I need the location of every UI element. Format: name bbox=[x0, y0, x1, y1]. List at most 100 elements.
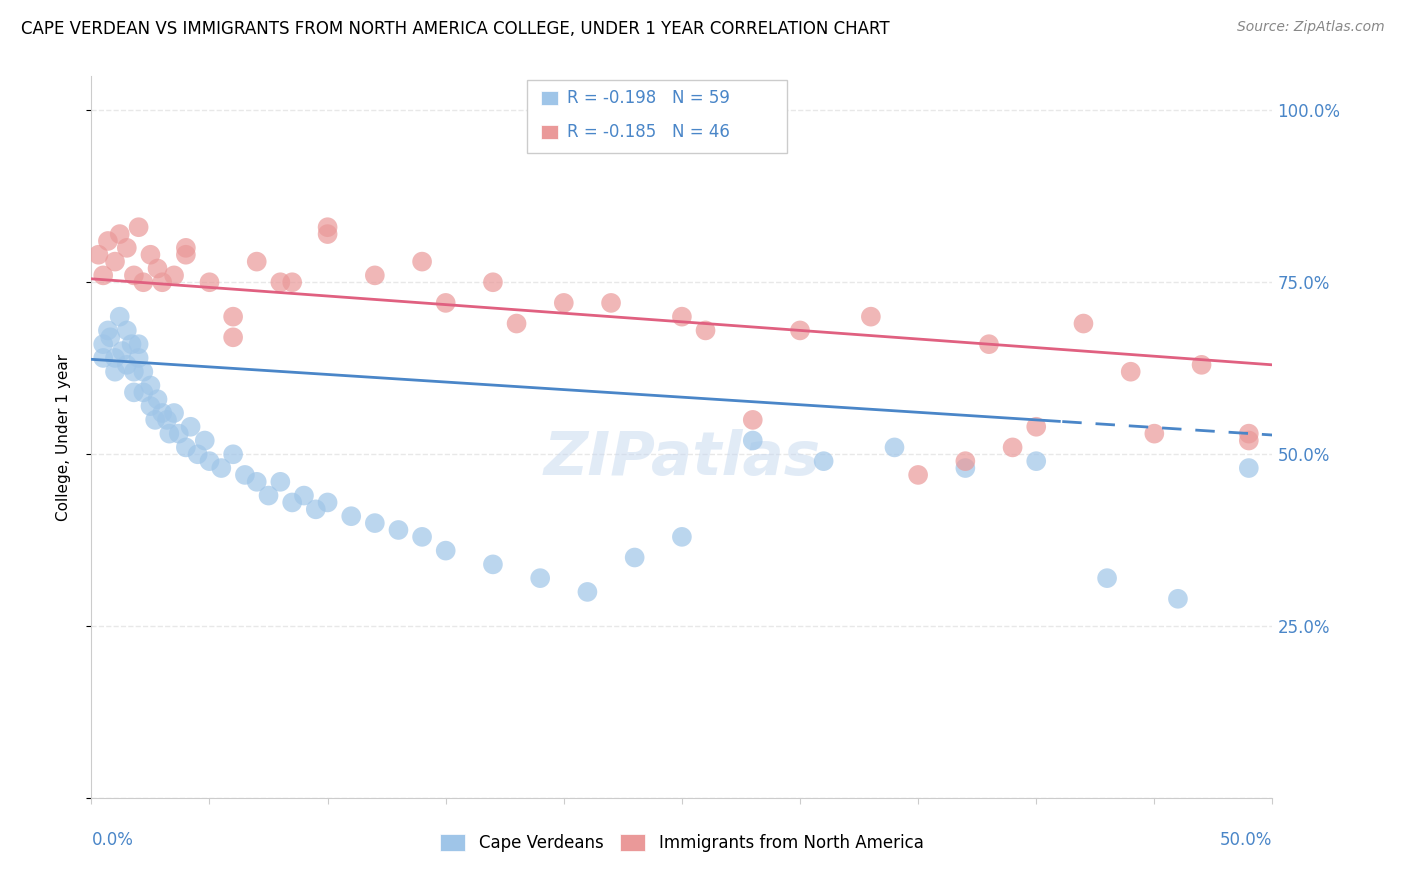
Point bbox=[883, 441, 905, 455]
Point bbox=[163, 406, 186, 420]
Point bbox=[316, 227, 339, 241]
Point bbox=[115, 358, 138, 372]
Point bbox=[671, 530, 693, 544]
Point bbox=[91, 337, 114, 351]
Point bbox=[269, 475, 291, 489]
Text: ZIPatlas: ZIPatlas bbox=[543, 429, 821, 488]
Point bbox=[269, 275, 291, 289]
Point bbox=[222, 447, 245, 461]
Text: R = -0.198   N = 59: R = -0.198 N = 59 bbox=[567, 89, 730, 107]
Point bbox=[955, 454, 977, 468]
Point bbox=[1119, 365, 1142, 379]
Point bbox=[1191, 358, 1213, 372]
Point bbox=[292, 489, 315, 503]
Point bbox=[222, 310, 245, 324]
Text: R = -0.185   N = 46: R = -0.185 N = 46 bbox=[567, 123, 730, 141]
Point bbox=[695, 323, 717, 337]
Point bbox=[157, 426, 180, 441]
Point bbox=[789, 323, 811, 337]
Text: 50.0%: 50.0% bbox=[1220, 830, 1272, 849]
Point bbox=[859, 310, 882, 324]
Point bbox=[122, 268, 145, 283]
Point bbox=[128, 337, 150, 351]
Point bbox=[977, 337, 1000, 351]
Point bbox=[411, 254, 433, 268]
Point bbox=[434, 543, 457, 558]
Point bbox=[1073, 317, 1095, 331]
Point bbox=[1167, 591, 1189, 606]
Point bbox=[623, 550, 645, 565]
Point bbox=[174, 441, 197, 455]
Point bbox=[1237, 426, 1260, 441]
Point bbox=[387, 523, 409, 537]
Point bbox=[187, 447, 209, 461]
Point bbox=[115, 241, 138, 255]
Point bbox=[139, 399, 162, 413]
Point bbox=[233, 467, 256, 482]
Point bbox=[411, 530, 433, 544]
Point bbox=[482, 275, 505, 289]
Point bbox=[576, 585, 599, 599]
Point bbox=[257, 489, 280, 503]
Point bbox=[97, 234, 120, 248]
Point bbox=[553, 296, 575, 310]
Point bbox=[340, 509, 363, 524]
Text: CAPE VERDEAN VS IMMIGRANTS FROM NORTH AMERICA COLLEGE, UNDER 1 YEAR CORRELATION : CAPE VERDEAN VS IMMIGRANTS FROM NORTH AM… bbox=[21, 20, 890, 37]
Point bbox=[146, 261, 169, 276]
Text: Source: ZipAtlas.com: Source: ZipAtlas.com bbox=[1237, 20, 1385, 34]
Point bbox=[139, 378, 162, 392]
Point bbox=[180, 419, 202, 434]
Point bbox=[128, 220, 150, 235]
Legend: Cape Verdeans, Immigrants from North America: Cape Verdeans, Immigrants from North Ame… bbox=[434, 827, 929, 859]
Point bbox=[132, 385, 155, 400]
Point bbox=[97, 323, 120, 337]
Point bbox=[281, 275, 304, 289]
Point bbox=[91, 351, 114, 365]
Point bbox=[529, 571, 551, 585]
Point bbox=[150, 275, 173, 289]
Point bbox=[150, 406, 173, 420]
Point bbox=[955, 461, 977, 475]
Point bbox=[104, 254, 127, 268]
Point bbox=[132, 275, 155, 289]
Point bbox=[98, 330, 121, 344]
Point bbox=[174, 241, 197, 255]
Point bbox=[104, 365, 127, 379]
Point bbox=[115, 323, 138, 337]
Point bbox=[222, 330, 245, 344]
Point bbox=[156, 413, 179, 427]
Point bbox=[907, 467, 929, 482]
Point bbox=[1143, 426, 1166, 441]
Point bbox=[671, 310, 693, 324]
Point bbox=[167, 426, 190, 441]
Point bbox=[1025, 454, 1047, 468]
Point bbox=[434, 296, 457, 310]
Point bbox=[316, 495, 339, 509]
Point bbox=[143, 413, 166, 427]
Point bbox=[121, 337, 143, 351]
Point bbox=[364, 268, 387, 283]
Point bbox=[1025, 419, 1047, 434]
Point bbox=[1001, 441, 1024, 455]
Point bbox=[132, 365, 155, 379]
Point bbox=[281, 495, 304, 509]
Point bbox=[305, 502, 328, 516]
Point bbox=[600, 296, 623, 310]
Point bbox=[108, 227, 131, 241]
Point bbox=[174, 248, 197, 262]
Point bbox=[482, 558, 505, 572]
Point bbox=[246, 475, 269, 489]
Point bbox=[122, 365, 145, 379]
Point bbox=[91, 268, 114, 283]
Point bbox=[139, 248, 162, 262]
Point bbox=[146, 392, 169, 407]
Point bbox=[1095, 571, 1118, 585]
Point bbox=[813, 454, 835, 468]
Point bbox=[194, 434, 217, 448]
Point bbox=[104, 351, 127, 365]
Point bbox=[316, 220, 339, 235]
Point bbox=[108, 310, 131, 324]
Point bbox=[111, 344, 134, 359]
Point bbox=[198, 275, 221, 289]
Point bbox=[741, 434, 763, 448]
